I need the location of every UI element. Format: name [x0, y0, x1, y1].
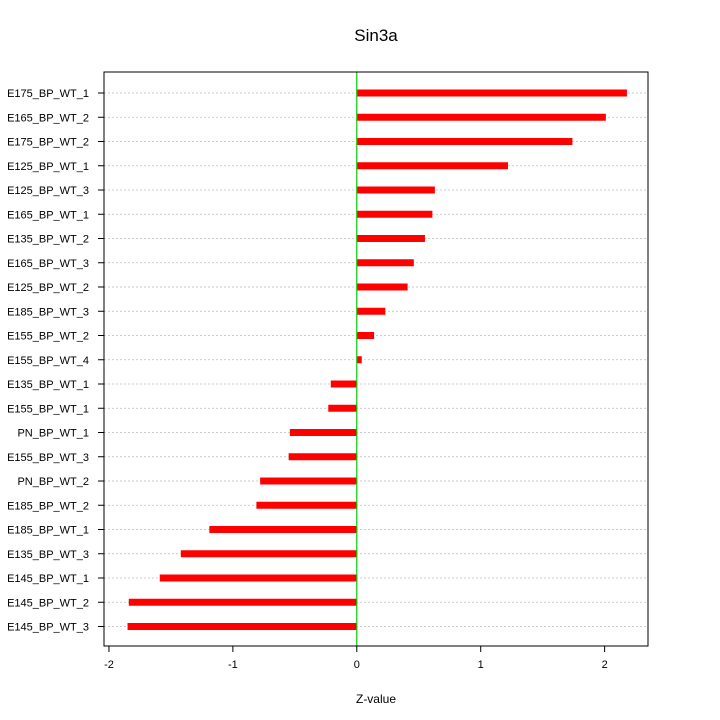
category-label: E155_BP_WT_2	[7, 331, 89, 343]
x-tick-label: 0	[354, 659, 360, 671]
category-label: E155_BP_WT_4	[7, 355, 89, 367]
category-label: E185_BP_WT_1	[7, 525, 89, 537]
category-label: E135_BP_WT_1	[7, 379, 89, 391]
x-axis: -2 -1 0 1 2	[104, 646, 608, 671]
bar	[356, 235, 425, 242]
bar	[256, 501, 357, 509]
grid-lines	[104, 92, 648, 627]
category-label: E155_BP_WT_3	[7, 452, 89, 464]
bar	[356, 113, 606, 121]
category-label: E155_BP_WT_1	[7, 403, 89, 415]
category-label: E145_BP_WT_3	[7, 622, 89, 634]
category-label: E175_BP_WT_2	[7, 137, 89, 149]
x-tick-label: 1	[478, 659, 484, 671]
category-label: E175_BP_WT_1	[7, 88, 89, 100]
category-labels: E175_BP_WT_1 E165_BP_WT_2 E175_BP_WT_2 E125…	[7, 88, 104, 634]
category-label: E135_BP_WT_2	[7, 234, 89, 246]
category-label: E145_BP_WT_2	[7, 597, 89, 609]
bar	[356, 283, 408, 291]
bar	[356, 138, 573, 145]
category-label: PN_BP_WT_2	[17, 476, 89, 488]
category-label: E145_BP_WT_1	[7, 573, 89, 585]
bar	[356, 186, 435, 194]
bar	[260, 477, 357, 485]
x-tick-label: -1	[228, 659, 238, 671]
bar	[209, 526, 357, 533]
bar	[288, 453, 357, 461]
category-label: E185_BP_WT_3	[7, 306, 89, 318]
category-label: E135_BP_WT_3	[7, 549, 89, 561]
bar	[289, 429, 357, 436]
category-label: E165_BP_WT_3	[7, 258, 89, 270]
bar	[356, 259, 414, 267]
category-label: E185_BP_WT_2	[7, 500, 89, 512]
x-tick-label: -2	[104, 659, 114, 671]
bar	[127, 623, 357, 630]
plot-frame	[103, 71, 649, 647]
chart-title: Sin3a	[354, 26, 398, 45]
bar	[356, 307, 386, 315]
bar	[356, 210, 433, 218]
x-tick-label: 2	[602, 659, 608, 671]
bar	[180, 550, 357, 558]
bar	[159, 574, 357, 582]
bar	[328, 404, 357, 412]
category-label: PN_BP_WT_1	[17, 428, 89, 440]
category-label: E125_BP_WT_3	[7, 185, 89, 197]
bar	[356, 332, 375, 339]
x-axis-label: Z-value	[356, 692, 396, 706]
bars	[127, 89, 627, 630]
bar	[356, 89, 627, 97]
bar	[128, 598, 357, 606]
category-label: E125_BP_WT_1	[7, 161, 89, 173]
category-label: E125_BP_WT_2	[7, 282, 89, 294]
bar	[356, 162, 508, 170]
bar	[330, 380, 357, 388]
category-label: E165_BP_WT_2	[7, 112, 89, 124]
category-label: E165_BP_WT_1	[7, 209, 89, 221]
bar	[356, 356, 362, 364]
